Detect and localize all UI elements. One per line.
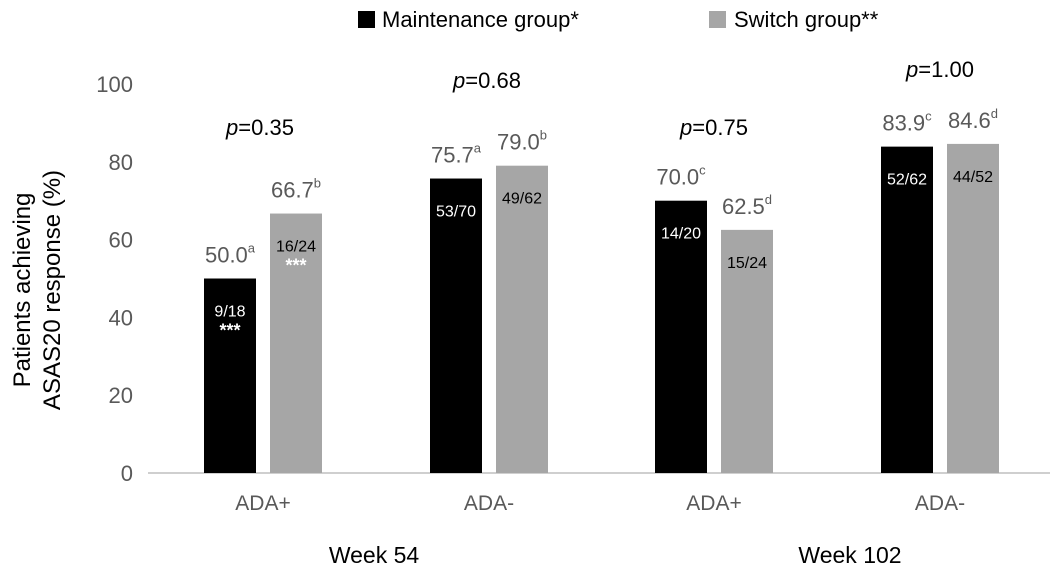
bar-count-label: 16/24	[276, 239, 316, 256]
y-tick-label: 60	[109, 228, 133, 253]
x-axis-groups: Week 54 Week 102	[329, 542, 902, 568]
bar-count-label: 49/62	[502, 191, 542, 208]
p-value-label: p=1.00	[905, 57, 974, 82]
x-group-label: Week 102	[798, 542, 901, 568]
y-axis-label-line-2: ASAS20 response (%)	[39, 170, 66, 410]
y-axis-label-line-1: Patients achieving	[9, 193, 36, 388]
x-axis-categories: ADA+ ADA- ADA+ ADA-	[235, 492, 965, 515]
bar-maintenance	[655, 200, 707, 473]
bar-switch	[496, 165, 548, 473]
bar-value-label: 66.7b	[271, 176, 321, 203]
bar-switch	[721, 229, 773, 473]
bar-count-label: 44/52	[953, 169, 993, 186]
y-tick-label: 20	[109, 383, 133, 408]
p-value-label: p=0.75	[679, 115, 748, 140]
bar-value-label: 50.0a	[205, 241, 256, 268]
p-value-annotations: p=0.35 p=0.68 p=0.75 p=1.00	[225, 57, 974, 140]
bar-value-label: 70.0c	[656, 163, 706, 190]
p-value-label: p=0.35	[225, 115, 294, 140]
bar-maintenance	[430, 178, 482, 474]
significance-stars: ***	[285, 256, 306, 276]
legend-swatch-maintenance	[358, 11, 375, 28]
y-tick-label: 100	[96, 72, 133, 97]
y-tick-label: 80	[109, 150, 133, 175]
bar-count-label: 52/62	[887, 172, 927, 189]
legend: Maintenance group* Switch group**	[358, 7, 879, 32]
bar-count-label: 9/18	[214, 304, 245, 321]
p-value-label: p=0.68	[452, 68, 521, 93]
bar-count-label: 53/70	[436, 204, 476, 221]
x-category-label: ADA+	[686, 492, 741, 515]
y-axis-ticks: 0 20 40 60 80 100	[96, 72, 133, 486]
bar-switch	[270, 213, 322, 474]
y-tick-label: 40	[109, 305, 133, 330]
x-category-label: ADA-	[915, 492, 965, 515]
bar-value-label: 62.5d	[722, 192, 772, 219]
bar-switch	[947, 143, 999, 473]
significance-stars: ***	[219, 321, 240, 341]
legend-label-maintenance: Maintenance group*	[382, 7, 579, 32]
x-category-label: ADA+	[235, 492, 290, 515]
bar-count-label: 14/20	[661, 226, 701, 243]
bar-value-label: 83.9c	[882, 109, 932, 136]
y-tick-label: 0	[121, 461, 133, 486]
bars	[204, 143, 999, 474]
bar-value-label: 75.7a	[431, 141, 482, 168]
x-group-label: Week 54	[329, 542, 420, 568]
bar-maintenance	[881, 146, 933, 473]
legend-label-switch: Switch group**	[734, 7, 879, 32]
bar-labels: 50.0a9/18***75.7a53/7070.0c14/2083.9c52/…	[205, 106, 998, 341]
bar-count-label: 15/24	[727, 255, 767, 272]
legend-swatch-switch	[709, 11, 726, 28]
bar-value-label: 79.0b	[497, 128, 547, 155]
bar-maintenance	[204, 278, 256, 473]
bar-value-label: 84.6d	[948, 106, 998, 133]
x-category-label: ADA-	[464, 492, 514, 515]
